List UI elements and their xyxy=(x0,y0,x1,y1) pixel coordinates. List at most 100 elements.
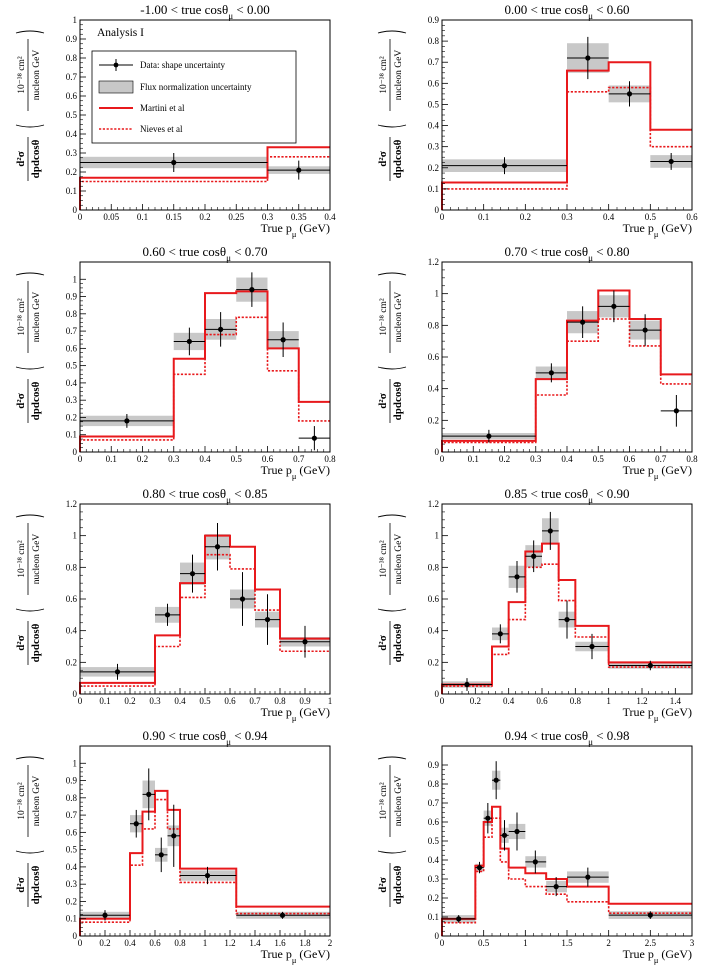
y-label-unit-top: 10⁻³⁸ cm² xyxy=(379,56,389,94)
legend-box xyxy=(91,50,297,144)
y-tick-label: 0.6 xyxy=(66,827,78,837)
data-point xyxy=(464,681,470,688)
x-tick-label: 0 xyxy=(440,696,445,706)
y-tick-label: 0.8 xyxy=(66,53,78,63)
panel-title: 0.70 < true cosθμ < 0.80 xyxy=(504,244,629,263)
y-tick-label: 0.7 xyxy=(66,810,78,820)
martini-histogram xyxy=(441,542,692,694)
data-point xyxy=(186,338,192,345)
data-point xyxy=(311,435,317,441)
y-label-unit-bottom: nucleon GeV xyxy=(394,50,404,101)
x-tick-label: 0 xyxy=(440,212,445,222)
y-axis-label: d²σ dpdcosθ 10⁻³⁸ cm² nucleon GeV xyxy=(15,514,45,665)
y-tick-label: 1.2 xyxy=(428,499,439,509)
data-point xyxy=(189,571,196,577)
data-point xyxy=(485,815,491,821)
y-label-unit-bottom: nucleon GeV xyxy=(32,776,42,827)
x-tick-label: 0.7 xyxy=(249,696,261,706)
y-tick-label: 0 xyxy=(73,447,78,457)
legend-label-nieves: Nieves et al xyxy=(140,124,183,134)
y-label-unit-bottom: nucleon GeV xyxy=(32,534,42,585)
legend-label-flux: Flux normalization uncertainty xyxy=(140,82,252,92)
x-tick-label: 0.1 xyxy=(137,212,148,222)
x-tick-label: 0.4 xyxy=(124,938,136,948)
data-point xyxy=(514,574,520,580)
y-tick-label: 0.7 xyxy=(428,798,440,808)
y-label-denominator: dpdcosθ xyxy=(30,623,42,662)
x-tick-label: 0 xyxy=(78,454,83,464)
y-tick-label: 0.4 xyxy=(66,862,78,872)
y-label-denominator: dpdcosθ xyxy=(30,865,42,904)
x-tick-label: 1.8 xyxy=(299,938,311,948)
data-point xyxy=(171,159,177,166)
chart-panel-6: 0.85 < true cosθμ < 0.90 0 0.2 0.4 0.6 0.8 1 1.… xyxy=(362,484,722,726)
x-tick-label: 0.4 xyxy=(199,454,211,464)
x-tick-label: 0.1 xyxy=(99,696,110,706)
x-tick-label: 0.8 xyxy=(274,696,286,706)
x-axis-label: True pμ (GeV) xyxy=(261,947,330,965)
y-tick-label: 0.4 xyxy=(428,626,440,636)
y-tick-label: 0.8 xyxy=(66,309,78,319)
data-point xyxy=(647,912,653,918)
x-tick-label: 0 xyxy=(78,212,83,222)
data-point xyxy=(164,612,171,618)
y-tick-label: 0.7 xyxy=(66,72,78,82)
x-tick-label: 0.6 xyxy=(536,696,548,706)
x-tick-label: 2.5 xyxy=(645,938,657,948)
y-tick-label: 0.8 xyxy=(428,562,440,572)
plot-frame xyxy=(441,745,693,937)
chart-panel-5: 0.80 < true cosθμ < 0.85 0 0.1 0.2 0.3 0.4 0.5… xyxy=(0,484,360,726)
legend-label-data: Data: shape uncertainty xyxy=(140,60,225,70)
y-tick-label: 0.9 xyxy=(66,292,78,302)
x-tick-label: 0.2 xyxy=(124,696,135,706)
x-tick-label: 1.6 xyxy=(274,938,286,948)
y-tick-label: 0.2 xyxy=(66,896,77,906)
y-tick-label: 0 xyxy=(435,931,440,941)
x-tick-label: 0.6 xyxy=(624,454,636,464)
x-tick-label: 1.2 xyxy=(224,938,235,948)
data-point xyxy=(239,596,246,602)
y-label-denominator: dpdcosθ xyxy=(392,139,404,178)
data-point xyxy=(673,408,679,414)
chart-panel-8: 0.94 < true cosθμ < 0.98 0 0.5 1 1.5 2 2.5 3 0 0.… xyxy=(362,726,722,968)
x-tick-label: 0.7 xyxy=(655,454,667,464)
x-tick-label: 3 xyxy=(690,938,695,948)
y-tick-label: 0.6 xyxy=(428,352,440,362)
data-point xyxy=(647,662,653,669)
chart-svg-1: -1.00 < true cosθμ < 0.00 0 0.05 0.1 0.15 0.2… xyxy=(15,2,336,239)
y-tick-label: 1 xyxy=(73,15,78,25)
y-tick-label: 0.4 xyxy=(428,384,440,394)
chart-panel-4: 0.70 < true cosθμ < 0.80 0 0.1 0.2 0.3 0.4 0.5… xyxy=(362,242,722,484)
y-label-paren-right xyxy=(377,30,407,34)
x-tick-label: 0.4 xyxy=(503,696,515,706)
x-tick-label: 0.8 xyxy=(324,454,336,464)
y-tick-label: 0.4 xyxy=(428,855,440,865)
y-label-unit-bottom: nucleon GeV xyxy=(32,50,42,101)
y-tick-label: 0.3 xyxy=(66,148,78,158)
nieves-histogram xyxy=(441,318,692,452)
x-tick-label: 0.7 xyxy=(293,454,305,464)
y-tick-label: 0.8 xyxy=(428,779,440,789)
data-point xyxy=(501,163,508,169)
data-point xyxy=(133,821,139,827)
martini-histogram xyxy=(79,290,330,452)
y-tick-label: 0 xyxy=(435,205,440,215)
x-tick-label: 0.8 xyxy=(686,454,698,464)
y-tick-label: 0.1 xyxy=(66,186,77,196)
y-tick-label: 0.1 xyxy=(66,430,77,440)
x-tick-label: 0.1 xyxy=(106,454,117,464)
x-tick-label: 0 xyxy=(78,938,83,948)
data-point xyxy=(279,912,286,918)
data-point xyxy=(214,544,221,550)
y-tick-label: 1 xyxy=(435,289,440,299)
data-point xyxy=(114,669,121,675)
data-point xyxy=(611,303,617,309)
y-label-unit-top: 10⁻³⁸ cm² xyxy=(17,782,27,820)
y-tick-label: 1 xyxy=(73,531,78,541)
data-point xyxy=(514,828,520,835)
y-tick-label: 0.3 xyxy=(66,879,78,889)
data-point xyxy=(124,418,130,424)
x-axis-label: True pμ (GeV) xyxy=(623,463,692,481)
chart-svg-5: 0.80 < true cosθμ < 0.85 0 0.1 0.2 0.3 0.4 0.5… xyxy=(15,486,332,723)
